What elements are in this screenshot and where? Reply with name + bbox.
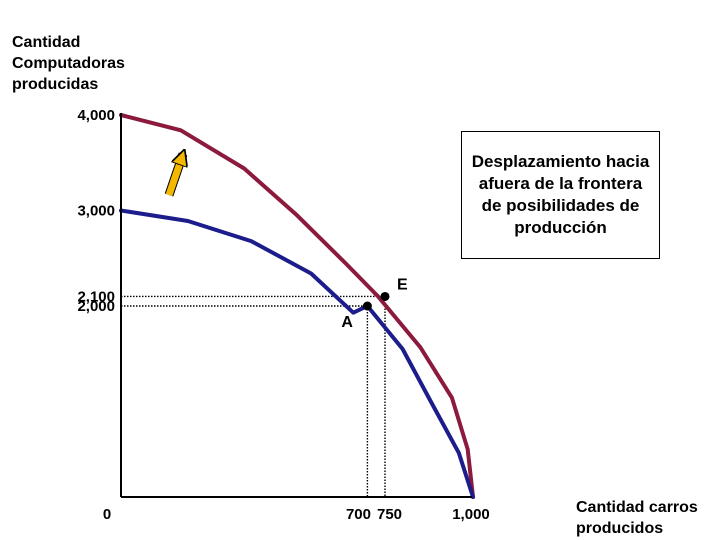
y-axis-title: Cantidad Computadoras producidas <box>12 34 125 93</box>
x-tick-label: 750 <box>377 506 402 523</box>
x-tick-label: 700 <box>346 506 371 523</box>
point-E <box>380 291 390 301</box>
annotation-text: Desplazamiento hacia afuera de la fronte… <box>471 152 650 237</box>
x-tick-label: 0 <box>103 506 111 523</box>
y-tick-label: 2,100 <box>77 288 115 305</box>
frontier-line-1 <box>119 113 475 499</box>
frontier-line-2 <box>119 208 475 499</box>
y-tick-label: 4,000 <box>77 107 115 124</box>
shift-arrow-icon <box>165 157 182 197</box>
point-label-A: A <box>341 314 353 331</box>
point-A <box>362 301 372 311</box>
x-axis-title: Cantidad carros producidos <box>576 499 698 537</box>
y-tick-label: 3,000 <box>77 203 115 220</box>
point-label-E: E <box>397 276 408 293</box>
y-tick-label: 2,000 <box>77 298 115 315</box>
annotation-box: Desplazamiento hacia afuera de la fronte… <box>461 131 660 259</box>
x-tick-label: 1,000 <box>452 506 490 523</box>
